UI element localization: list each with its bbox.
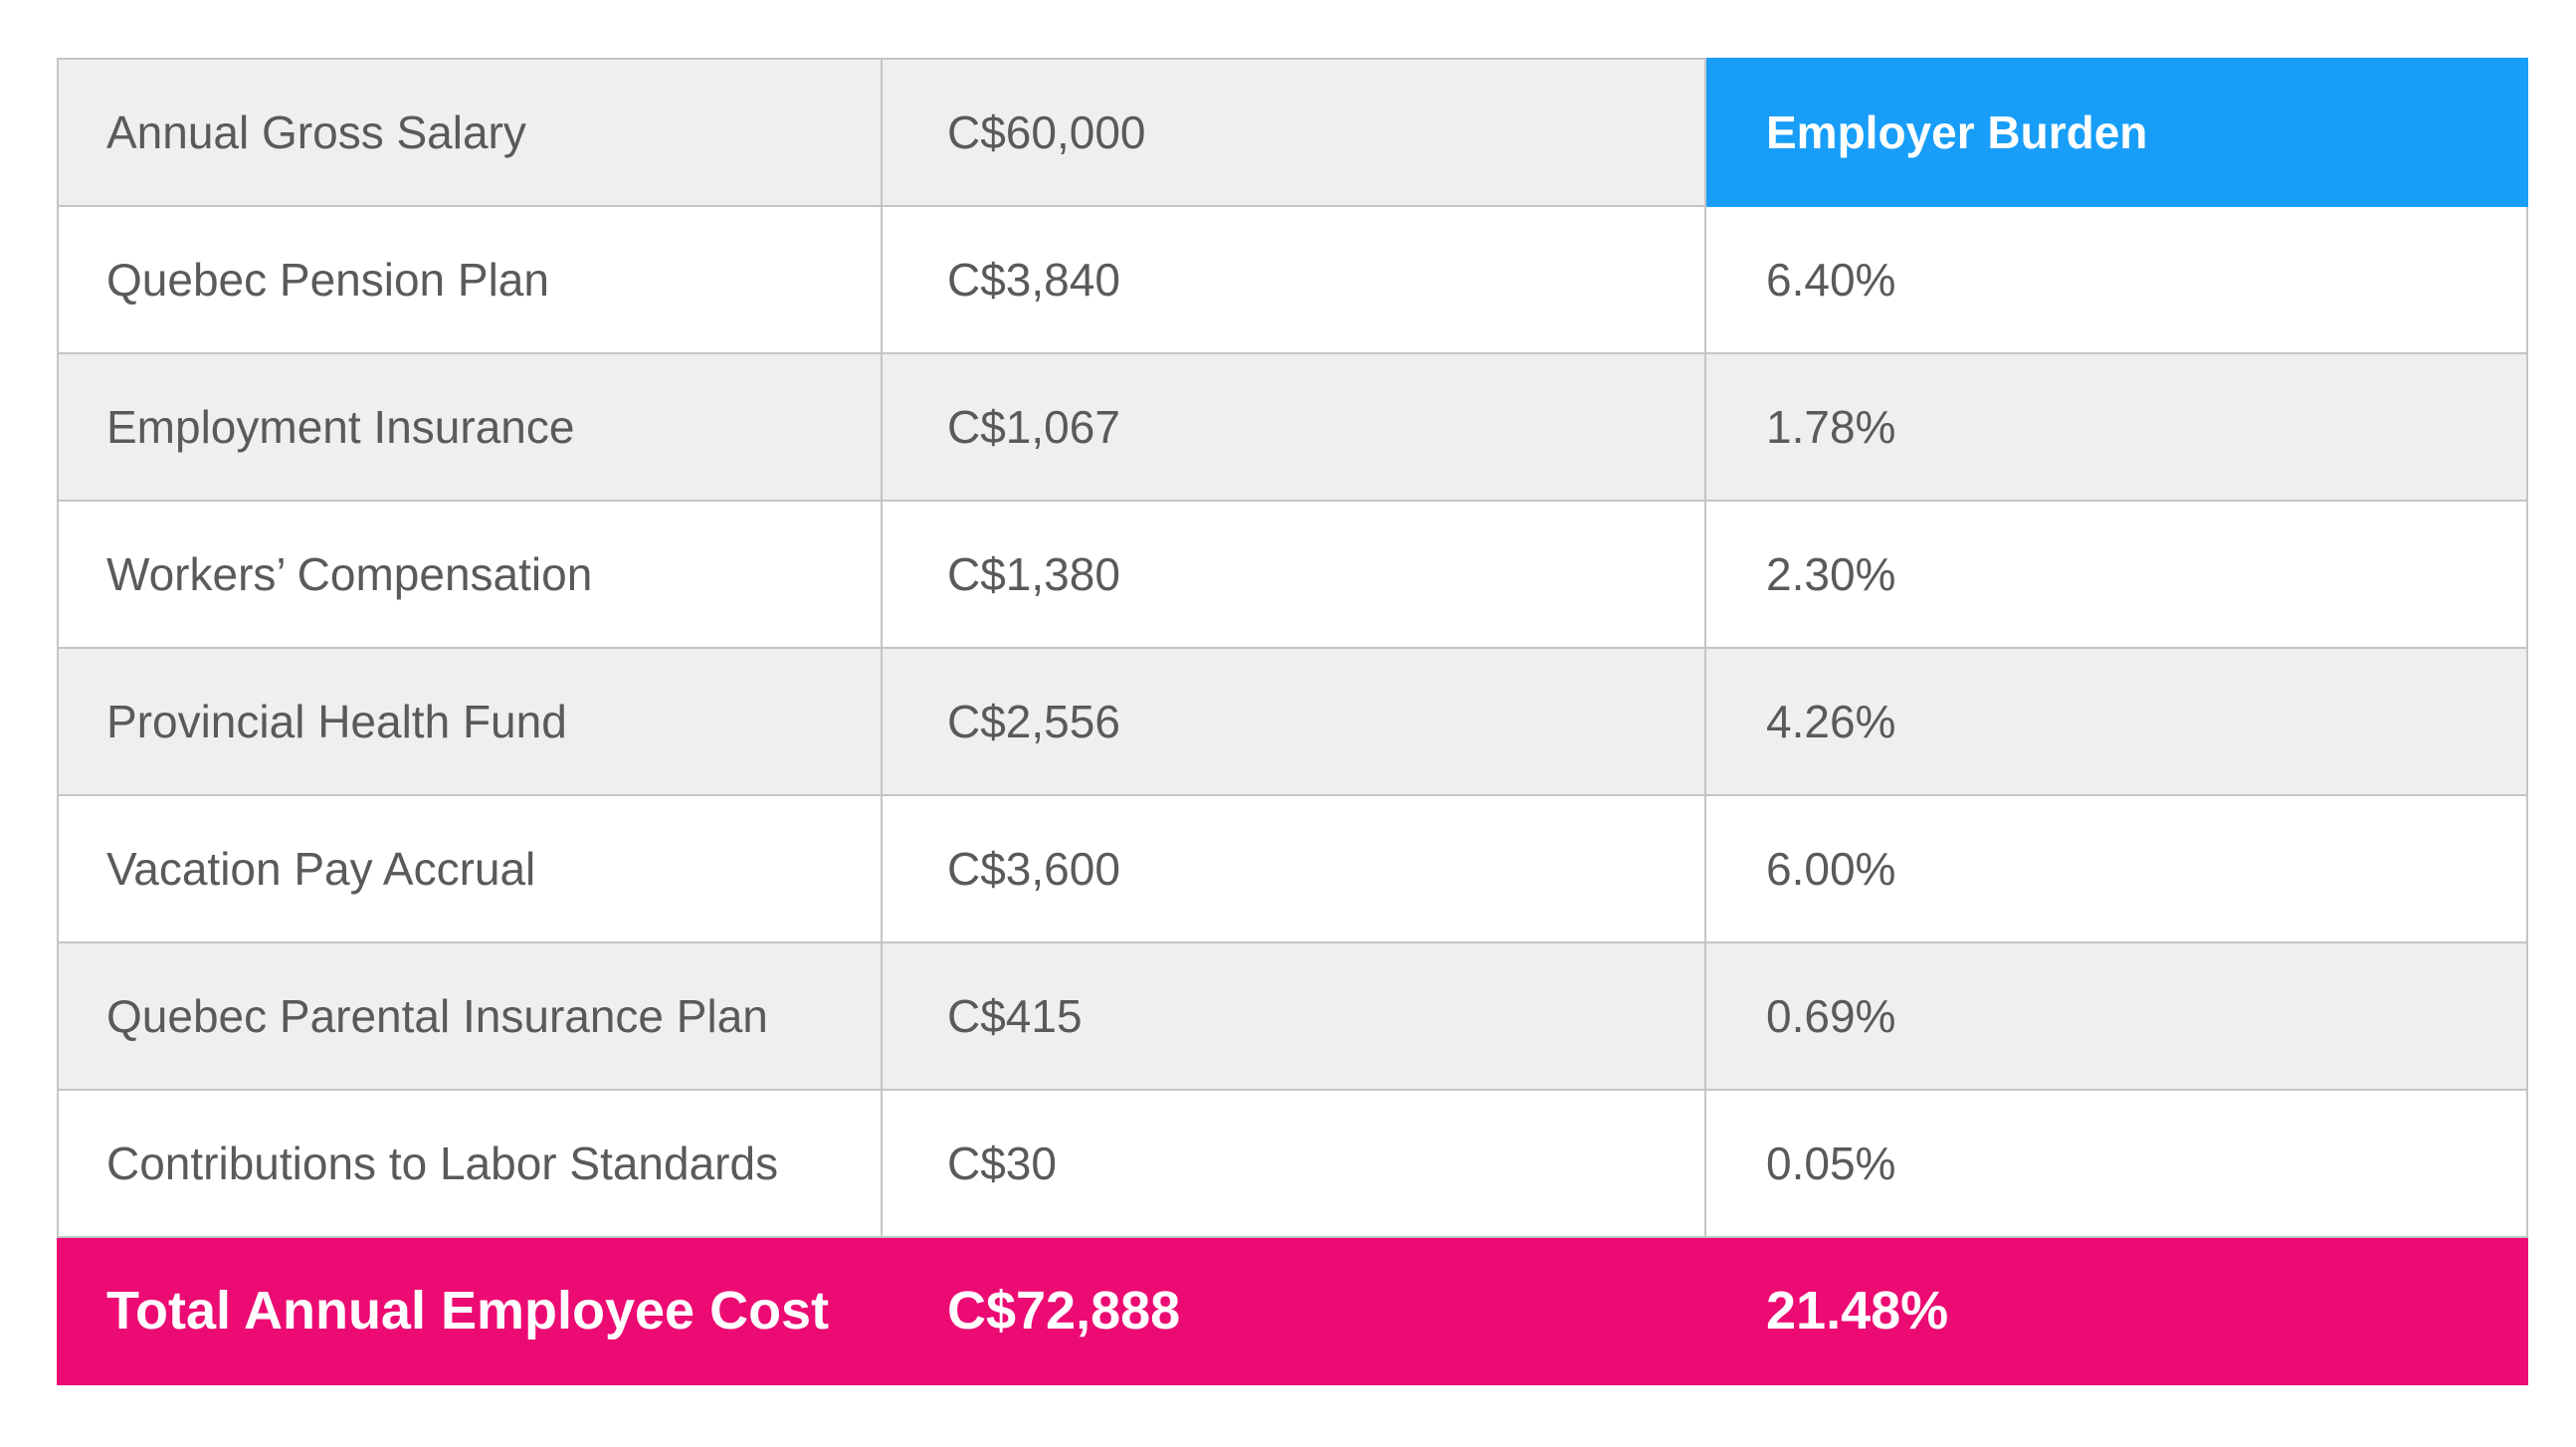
row-amount: C$3,600 [881, 794, 1706, 943]
row-label: Contributions to Labor Standards [57, 1089, 883, 1238]
header-row: Annual Gross Salary C$60,000 Employer Bu… [57, 58, 2528, 207]
total-amount: C$72,888 [881, 1236, 1706, 1385]
row-amount: C$1,067 [881, 352, 1706, 502]
employer-burden-header: Employer Burden [1704, 58, 2528, 207]
row-label: Quebec Pension Plan [57, 205, 883, 354]
employer-cost-table: Annual Gross Salary C$60,000 Employer Bu… [57, 58, 2528, 1385]
table-row: Employment Insurance C$1,067 1.78% [57, 352, 2528, 502]
row-rate: 0.69% [1704, 941, 2528, 1091]
row-amount: C$30 [881, 1089, 1706, 1238]
total-row: Total Annual Employee Cost C$72,888 21.4… [57, 1236, 2528, 1385]
gross-salary-amount: C$60,000 [881, 58, 1706, 207]
row-amount: C$415 [881, 941, 1706, 1091]
table-row: Quebec Parental Insurance Plan C$415 0.6… [57, 941, 2528, 1091]
row-rate: 0.05% [1704, 1089, 2528, 1238]
row-amount: C$1,380 [881, 500, 1706, 649]
row-label: Quebec Parental Insurance Plan [57, 941, 883, 1091]
row-rate: 2.30% [1704, 500, 2528, 649]
total-label: Total Annual Employee Cost [57, 1236, 883, 1385]
row-label: Workers’ Compensation [57, 500, 883, 649]
table-row: Workers’ Compensation C$1,380 2.30% [57, 500, 2528, 649]
row-amount: C$2,556 [881, 647, 1706, 796]
table-row: Quebec Pension Plan C$3,840 6.40% [57, 205, 2528, 354]
row-label: Employment Insurance [57, 352, 883, 502]
row-amount: C$3,840 [881, 205, 1706, 354]
row-rate: 1.78% [1704, 352, 2528, 502]
row-rate: 6.40% [1704, 205, 2528, 354]
table-row: Provincial Health Fund C$2,556 4.26% [57, 647, 2528, 796]
row-rate: 4.26% [1704, 647, 2528, 796]
table-row: Vacation Pay Accrual C$3,600 6.00% [57, 794, 2528, 943]
table-row: Contributions to Labor Standards C$30 0.… [57, 1089, 2528, 1238]
row-rate: 6.00% [1704, 794, 2528, 943]
total-rate: 21.48% [1704, 1236, 2528, 1385]
row-label: Provincial Health Fund [57, 647, 883, 796]
gross-salary-label: Annual Gross Salary [57, 58, 883, 207]
row-label: Vacation Pay Accrual [57, 794, 883, 943]
